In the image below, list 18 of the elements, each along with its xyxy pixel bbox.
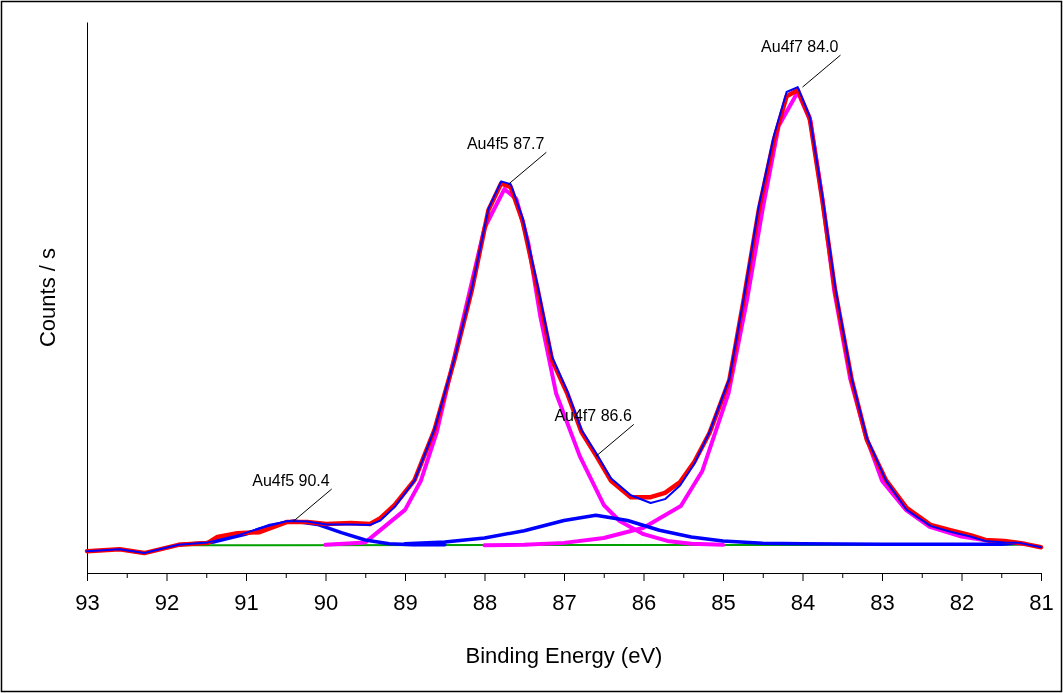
annotation: Au4f5 90.4 [252,472,330,490]
annotation: Au4f7 84.0 [761,38,839,56]
annotation: Au4f5 87.7 [466,135,545,153]
y-axis-title: Counts / s [35,247,60,348]
x-tick-label: 90 [313,590,339,616]
x-tick-label: 89 [393,590,418,616]
x-tick-label: 84 [790,590,816,616]
x-tick-label: 81 [1029,590,1054,616]
x-tick-label: 92 [154,590,180,616]
x-tick-label: 88 [472,590,498,616]
x-tick-label: 91 [234,590,259,616]
x-tick-label: 83 [870,590,895,616]
x-tick-label: 87 [552,590,577,616]
x-tick-label: 93 [75,590,100,616]
x-tick-label: 85 [711,590,736,616]
x-tick-label: 86 [631,590,657,616]
x-axis-title: Binding Energy (eV) [465,643,663,668]
x-tick-label: 82 [949,590,975,616]
